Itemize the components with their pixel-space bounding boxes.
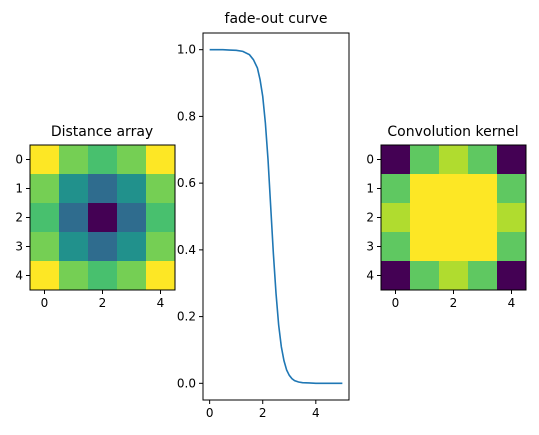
- distance-array-cell-0-2: [88, 145, 118, 175]
- fade-out-x-tick-label: 0: [206, 406, 214, 420]
- fade-out-y-tick-label: 0.0: [177, 376, 196, 390]
- convolution-kernel-cell-3-1: [410, 232, 440, 262]
- distance-array-y-tick-label: 0: [15, 153, 23, 167]
- convolution-kernel-cell-3-0: [381, 232, 411, 262]
- distance-array-cell-4-2: [88, 261, 118, 291]
- plot-area: [203, 33, 349, 400]
- convolution-kernel-cell-0-4: [497, 145, 527, 175]
- distance-array-cell-2-1: [59, 203, 89, 233]
- convolution-kernel-x-tick-label: 2: [450, 296, 458, 310]
- convolution-kernel-cell-0-0: [381, 145, 411, 175]
- distance-array-cell-3-4: [146, 232, 176, 262]
- distance-array-cell-1-3: [117, 174, 147, 204]
- convolution-kernel-cell-4-0: [381, 261, 411, 291]
- fade-out-x-tick-label: 4: [312, 406, 320, 420]
- distance-array-cell-3-1: [59, 232, 89, 262]
- distance-array-cell-4-3: [117, 261, 147, 291]
- convolution-kernel-cell-2-3: [468, 203, 498, 233]
- convolution-kernel-title: Convolution kernel: [387, 124, 518, 140]
- convolution-kernel-y-tick-label: 4: [366, 269, 374, 283]
- distance-array-cell-4-1: [59, 261, 89, 291]
- distance-array-cell-3-3: [117, 232, 147, 262]
- convolution-kernel-cell-4-3: [468, 261, 498, 291]
- convolution-kernel-y-tick-label: 0: [366, 153, 374, 167]
- distance-array-cell-0-0: [30, 145, 60, 175]
- fade-out-curve-line: [209, 48, 343, 385]
- fade-out-curve-title: fade-out curve: [225, 11, 328, 27]
- distance-array-x-tick-label: 0: [41, 296, 49, 310]
- distance-array-cell-4-0: [30, 261, 60, 291]
- distance-array-panel: Distance array 0 2 4 0 1 2 3 4: [15, 124, 176, 310]
- distance-array-cell-2-3: [117, 203, 147, 233]
- convolution-kernel-cell-0-3: [468, 145, 498, 175]
- distance-array-cell-1-2: [88, 174, 118, 204]
- convolution-kernel-x-tick-label: 0: [392, 296, 400, 310]
- distance-array-y-tick-label: 1: [15, 182, 23, 196]
- convolution-kernel-cell-0-2: [439, 145, 469, 175]
- convolution-kernel-cell-2-2: [439, 203, 469, 233]
- convolution-kernel-cell-1-4: [497, 174, 527, 204]
- fade-out-x-tick-label: 2: [259, 406, 267, 420]
- fade-out-y-tick-label: 0.4: [177, 243, 196, 257]
- distance-array-cell-2-0: [30, 203, 60, 233]
- convolution-kernel-y-tick-label: 2: [366, 211, 374, 225]
- fade-out-curve-frame: [202, 32, 350, 401]
- distance-array-cell-2-4: [146, 203, 176, 233]
- distance-array-y-tick-label: 2: [15, 211, 23, 225]
- distance-array-cell-0-4: [146, 145, 176, 175]
- distance-array-y-tick-label: 4: [15, 269, 23, 283]
- convolution-kernel-cell-3-4: [497, 232, 527, 262]
- distance-array-cell-4-4: [146, 261, 176, 291]
- convolution-kernel-y-tick-label: 1: [366, 182, 374, 196]
- convolution-kernel-cell-3-3: [468, 232, 498, 262]
- distance-array-cell-1-4: [146, 174, 176, 204]
- distance-array-cell-0-3: [117, 145, 147, 175]
- convolution-kernel-cell-2-4: [497, 203, 527, 233]
- fade-out-y-tick-label: 0.2: [177, 310, 196, 324]
- distance-array-cell-3-0: [30, 232, 60, 262]
- convolution-kernel-cell-1-2: [439, 174, 469, 204]
- convolution-kernel-cell-4-1: [410, 261, 440, 291]
- convolution-kernel-cell-1-3: [468, 174, 498, 204]
- distance-array-cell-2-2: [88, 203, 118, 233]
- distance-array-title: Distance array: [51, 124, 153, 140]
- convolution-kernel-cell-1-0: [381, 174, 411, 204]
- fade-out-y-tick-label: 1.0: [177, 43, 196, 57]
- convolution-kernel-panel: Convolution kernel 0 2 4 0 1 2 3 4: [366, 124, 527, 310]
- convolution-kernel-cell-2-0: [381, 203, 411, 233]
- distance-array-cell-0-1: [59, 145, 89, 175]
- distance-array-x-tick-label: 4: [157, 296, 165, 310]
- convolution-kernel-cell-1-1: [410, 174, 440, 204]
- fade-out-y-tick-label: 0.6: [177, 176, 196, 190]
- convolution-kernel-cell-0-1: [410, 145, 440, 175]
- convolution-kernel-cell-4-4: [497, 261, 527, 291]
- distance-array-y-tick-label: 3: [15, 240, 23, 254]
- distance-array-cell-1-1: [59, 174, 89, 204]
- fade-out-y-tick-label: 0.8: [177, 109, 196, 123]
- convolution-kernel-cell-3-2: [439, 232, 469, 262]
- convolution-kernel-x-tick-label: 4: [508, 296, 516, 310]
- distance-array-cell-3-2: [88, 232, 118, 262]
- convolution-kernel-y-tick-label: 3: [366, 240, 374, 254]
- distance-array-cell-1-0: [30, 174, 60, 204]
- fade-out-curve-panel: fade-out curve 0 2 4 0.0 0.2 0.4 0.6 0.8 1.0: [177, 11, 350, 420]
- convolution-kernel-cell-4-2: [439, 261, 469, 291]
- distance-array-x-tick-label: 2: [99, 296, 107, 310]
- convolution-kernel-cell-2-1: [410, 203, 440, 233]
